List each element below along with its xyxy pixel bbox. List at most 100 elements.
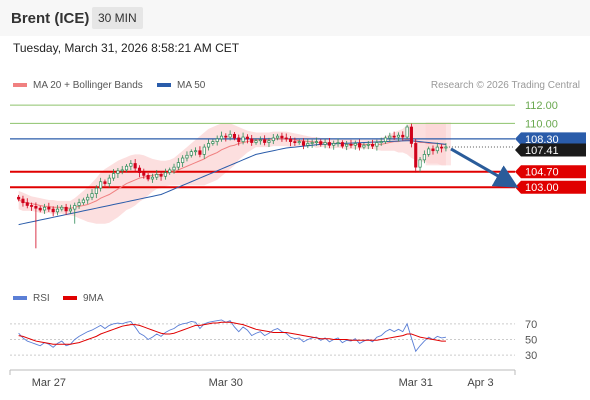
- candle: [215, 135, 219, 146]
- candle-body: [444, 146, 448, 149]
- level-badge-3: [515, 165, 586, 179]
- rsi-panel: 70 50 30: [10, 319, 537, 362]
- level-label-0: 112.00: [525, 100, 558, 112]
- candle-body: [237, 137, 241, 142]
- candle-body: [284, 137, 288, 140]
- candle: [284, 133, 288, 142]
- candle-body: [392, 135, 396, 138]
- candle: [155, 169, 159, 181]
- candle: [392, 131, 396, 140]
- candle: [241, 132, 245, 145]
- candle-body: [276, 135, 280, 139]
- candle: [211, 139, 215, 146]
- candle: [310, 139, 314, 148]
- candle-body: [107, 177, 111, 184]
- level-label-4: 103.00: [525, 182, 559, 194]
- candle-body: [86, 196, 90, 201]
- candle: [185, 151, 189, 162]
- candle: [116, 167, 120, 178]
- candle: [30, 202, 34, 211]
- candle-body: [116, 170, 120, 174]
- bollinger-band: [18, 123, 446, 224]
- legend-label-ma50: MA 50: [177, 80, 206, 91]
- candle: [409, 123, 413, 148]
- candle-body: [30, 205, 34, 207]
- instrument-name: Brent (ICE): [11, 10, 90, 27]
- candle-body: [396, 134, 401, 138]
- candle: [25, 198, 29, 209]
- candle: [254, 138, 258, 145]
- candle-body: [150, 176, 154, 180]
- candle-body: [81, 199, 85, 204]
- candle-body: [77, 202, 81, 206]
- legend-swatch-9ma: [63, 296, 77, 301]
- candle-body: [383, 137, 388, 142]
- candle: [64, 203, 68, 215]
- candle-body: [254, 140, 258, 143]
- candle-body: [280, 135, 284, 139]
- candle: [323, 139, 327, 149]
- candle: [418, 157, 422, 172]
- candle: [267, 137, 271, 147]
- candle-body: [168, 169, 172, 173]
- candle: [168, 167, 172, 175]
- candle-body: [73, 205, 77, 210]
- candle-body: [301, 141, 306, 146]
- level-label-2: 108.30: [525, 134, 559, 146]
- candle: [86, 193, 90, 204]
- candle: [388, 132, 392, 142]
- legend-swatch-ma20: [13, 83, 27, 88]
- candle: [47, 202, 51, 212]
- candle-body: [163, 172, 167, 177]
- candle: [379, 137, 383, 146]
- candle: [349, 139, 353, 149]
- candle-body: [319, 141, 323, 145]
- candle: [124, 163, 129, 173]
- candle-body: [250, 138, 254, 143]
- legend-rsi: RSI: [13, 293, 50, 304]
- candle-body: [198, 150, 202, 155]
- timeframe-selector[interactable]: 30 MIN: [92, 7, 143, 29]
- candle: [172, 163, 176, 174]
- candle: [263, 135, 267, 146]
- candle-body: [289, 138, 293, 142]
- candle-body: [155, 174, 159, 178]
- candle: [103, 179, 107, 186]
- candle-body: [129, 163, 133, 167]
- candle-body: [120, 169, 124, 172]
- candle-body: [241, 136, 245, 142]
- candle-body: [68, 208, 72, 212]
- candle-body: [310, 142, 314, 144]
- candle: [358, 139, 362, 151]
- candle-body: [55, 208, 60, 213]
- candle: [440, 144, 444, 153]
- candle: [314, 137, 319, 146]
- candle: [146, 173, 150, 182]
- candle: [163, 168, 167, 180]
- candle: [327, 138, 331, 149]
- candle-body: [263, 139, 267, 143]
- candle-body: [137, 167, 142, 173]
- candle-body: [245, 136, 249, 140]
- candle-body: [271, 137, 275, 142]
- candle: [345, 140, 349, 151]
- candle: [444, 143, 448, 152]
- time-tick-label-1: Mar 30: [209, 377, 243, 389]
- candle-body: [332, 143, 336, 146]
- candle: [159, 171, 163, 181]
- candle-body: [146, 175, 150, 180]
- candle: [68, 204, 72, 214]
- rsi-tick-label-1: 50: [525, 335, 537, 347]
- candle-body: [34, 206, 38, 209]
- candle-body: [414, 143, 418, 168]
- candle-body: [103, 181, 107, 184]
- candle-body: [181, 157, 185, 163]
- level-label-1: 110.00: [525, 118, 558, 130]
- candle: [60, 204, 64, 212]
- candle-body: [306, 143, 310, 146]
- candle: [332, 140, 336, 150]
- candle-body: [142, 172, 146, 176]
- candle: [150, 173, 154, 183]
- candle: [38, 205, 42, 213]
- candle-body: [224, 135, 228, 138]
